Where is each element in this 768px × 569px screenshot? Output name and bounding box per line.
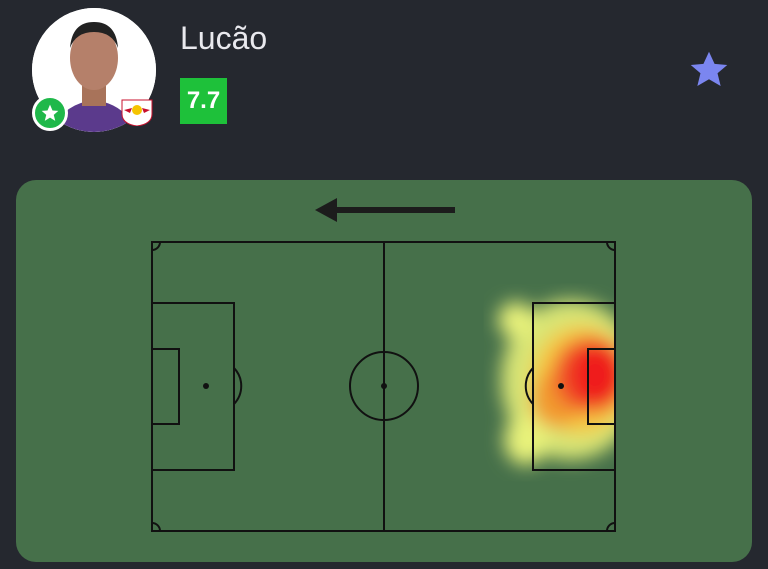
direction-arrow-left-icon xyxy=(315,198,455,222)
red-bull-club-logo xyxy=(118,96,156,127)
player-name: Lucão xyxy=(180,20,268,56)
heatmap-card xyxy=(16,180,752,562)
rating-badge: 7.7 xyxy=(180,78,227,124)
pitch xyxy=(151,198,616,532)
favorite-star-icon[interactable] xyxy=(688,50,730,95)
star-badge-icon xyxy=(32,95,68,131)
heatmap xyxy=(498,300,615,465)
player-avatar xyxy=(32,8,156,132)
